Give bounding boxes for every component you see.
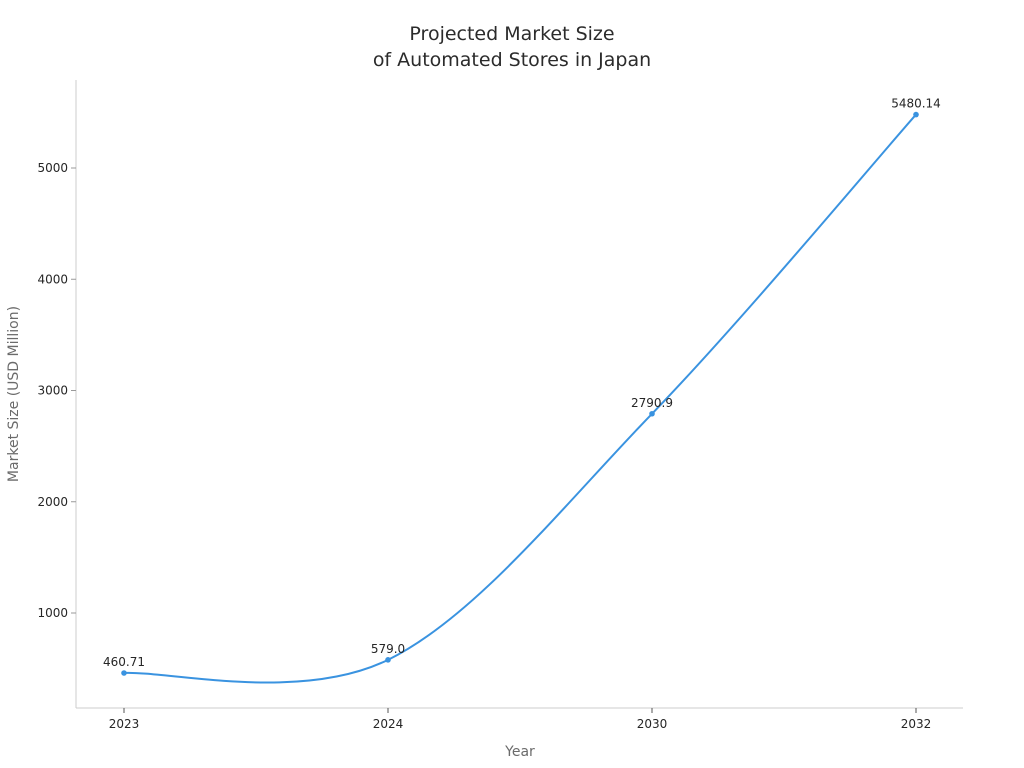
y-tick-label: 1000 — [37, 606, 68, 620]
y-tick-label: 5000 — [37, 161, 68, 175]
data-markers — [121, 111, 919, 676]
x-tick-label: 2030 — [637, 717, 668, 731]
data-labels: 460.71 579.0 2790.9 5480.14 — [103, 97, 941, 669]
data-point-marker — [121, 670, 127, 676]
data-point-label: 579.0 — [371, 642, 405, 656]
x-tick-label: 2023 — [109, 717, 140, 731]
data-point-label: 5480.14 — [891, 97, 941, 111]
data-point-marker — [913, 111, 919, 118]
x-tick-label: 2032 — [901, 717, 932, 731]
data-point-marker — [385, 657, 391, 663]
chart-title: Projected Market Size of Automated Store… — [373, 23, 651, 71]
data-point-marker — [649, 410, 655, 417]
series-line — [123, 113, 917, 684]
x-tick-label: 2024 — [373, 717, 404, 731]
axes — [75, 80, 963, 709]
x-axis-ticks: 2023 2024 2030 2032 — [109, 708, 932, 731]
data-series: 460.71 579.0 2790.9 5480.14 — [103, 97, 941, 684]
chart-title-line-2: of Automated Stores in Japan — [373, 49, 651, 71]
y-tick-label: 4000 — [37, 272, 68, 286]
y-tick-label: 2000 — [37, 495, 68, 509]
data-point-label: 460.71 — [103, 655, 145, 669]
y-axis-label: Market Size (USD Million) — [6, 306, 22, 482]
data-point-label: 2790.9 — [631, 396, 673, 410]
y-axis-ticks: 1000 2000 3000 4000 5000 — [37, 161, 76, 620]
x-axis-label: Year — [504, 744, 535, 760]
chart-title-line-1: Projected Market Size — [409, 23, 614, 45]
y-tick-label: 3000 — [37, 384, 68, 398]
